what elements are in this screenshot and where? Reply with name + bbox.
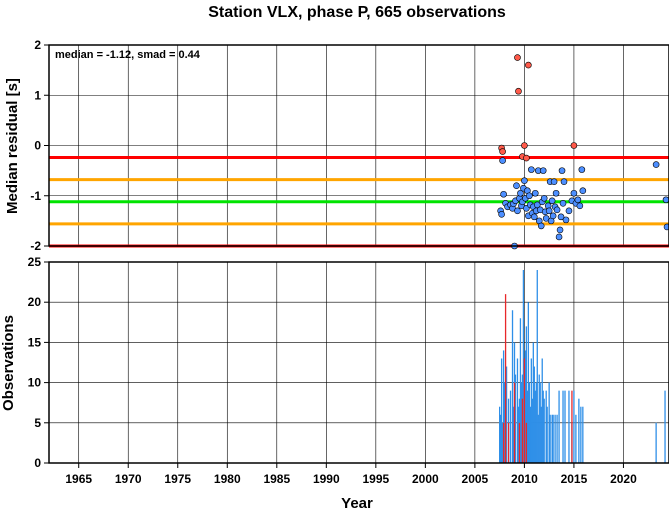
data-point [559,199,567,207]
bottom-x-ticks: 1965 1970 1975 1980 1985 1990 1995 2000 2005 2010… [65,463,637,486]
data-point [557,213,565,221]
x-tick-label: 2000 [412,472,439,486]
bottom-bars [498,270,666,463]
data-point [521,142,528,149]
top-scatter-points [497,54,669,250]
data-point [526,192,533,200]
data-point [552,189,560,197]
data-point [499,148,506,155]
x-tick-label: 1995 [362,472,389,486]
data-point [515,87,522,95]
data-point [514,54,521,61]
data-point [517,189,524,197]
bottom-y-ticks: 0 5 10 15 20 25 [28,255,49,470]
y-tick-label: 0 [34,139,41,153]
data-point [574,196,582,204]
data-point [531,189,539,197]
data-point [514,207,521,215]
data-point [553,206,561,214]
top-y-ticks: 2 1 0 -1 -2 [30,38,49,253]
x-tick-label: 1990 [313,472,340,486]
x-tick-label: 2020 [610,472,637,486]
y-tick-label: 2 [34,38,41,52]
data-point [562,216,570,224]
data-point [540,194,548,202]
data-point [521,177,528,184]
data-point [545,207,553,215]
data-point [523,154,530,162]
data-point [528,166,535,173]
data-point [663,223,669,231]
y-tick-label: 0 [34,456,41,470]
data-point [498,211,505,218]
data-point [556,226,564,234]
y-tick-label: 5 [34,416,41,430]
x-tick-label: 1975 [164,472,191,486]
x-tick-label: 2010 [511,472,538,486]
top-y-axis-label: Median residual [s] [4,78,21,214]
data-point [513,182,520,189]
y-tick-label: -1 [30,189,41,203]
data-point [565,207,573,215]
data-point [560,178,568,185]
bottom-panel-frame [48,261,669,464]
data-point [570,142,578,149]
chart-title: Station VLX, phase P, 665 observations [208,4,506,21]
bottom-y-axis-label: Observations [0,315,17,411]
y-tick-label: 15 [28,335,42,349]
x-tick-label: 1970 [115,472,142,486]
y-tick-label: 1 [34,88,41,102]
data-point [500,190,507,198]
data-point [549,212,557,220]
data-point [578,166,586,173]
data-point [533,201,541,209]
data-point [576,202,584,210]
x-axis-label: Year [341,495,373,511]
y-tick-label: 20 [28,295,42,309]
x-tick-label: 1965 [65,472,92,486]
x-tick-label: 1980 [214,472,241,486]
data-point [555,233,563,241]
y-tick-label: -2 [30,239,41,253]
stats-annotation: median = -1.12, smad = 0.44 [55,49,201,61]
data-point [525,61,532,69]
data-point [652,161,660,168]
data-point [570,189,578,197]
data-point [550,178,558,185]
data-point [548,197,556,205]
data-point [537,222,545,230]
data-point [531,213,538,221]
x-tick-label: 2015 [561,472,588,486]
data-point [539,167,547,174]
data-point [558,167,566,174]
x-tick-label: 2005 [462,472,489,486]
data-point [662,196,669,204]
y-tick-label: 10 [28,376,42,390]
data-point [579,187,587,195]
x-tick-label: 1985 [263,472,290,486]
data-point [499,157,506,164]
y-tick-label: 25 [28,255,42,269]
